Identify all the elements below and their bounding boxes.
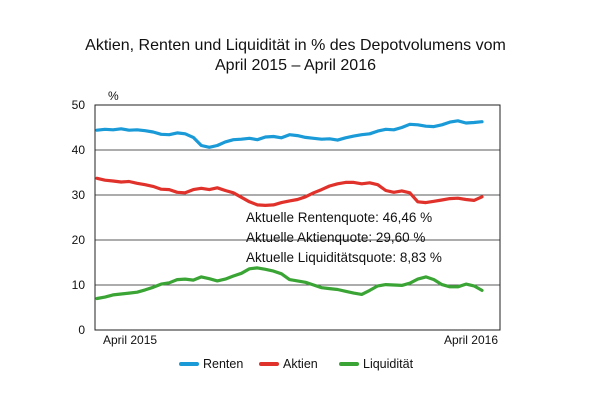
series-line-renten [95,119,484,149]
y-tick-label: 30 [72,188,86,202]
annotation: Aktuelle Rentenquote: 46,46 % [246,210,432,225]
annotations: Aktuelle Rentenquote: 46,46 % Aktuelle Ak… [246,210,442,265]
y-tick-label: 0 [78,323,85,337]
y-axis-label: % [108,89,119,103]
x-tick-labels: April 2015 April 2016 [103,333,498,347]
y-tick-label: 50 [72,98,86,112]
plot-frame [94,104,501,331]
y-tick-labels: 0 10 20 30 40 50 [72,98,86,337]
annotation: Aktuelle Liquiditätsquote: 8,83 % [246,250,442,265]
x-tick-label-end: April 2016 [444,333,498,347]
chart-subtitle: April 2015 – April 2016 [215,57,376,74]
series-lines [95,119,484,301]
y-tick-label: 20 [72,233,86,247]
legend: Renten Aktien Liquidität [179,357,414,371]
series-line-aktien [95,176,484,207]
x-tick-label-start: April 2015 [103,333,157,347]
chart-title: Aktien, Renten und Liquidität in % des D… [85,37,506,54]
legend-label-aktien: Aktien [283,357,318,371]
legend-label-renten: Renten [203,357,243,371]
annotation: Aktuelle Aktienquote: 29,60 % [246,230,425,245]
legend-label-liquidität: Liquidität [363,357,414,371]
y-tick-label: 40 [72,143,86,157]
series-line-liquidität [95,266,484,301]
y-tick-label: 10 [72,278,86,292]
